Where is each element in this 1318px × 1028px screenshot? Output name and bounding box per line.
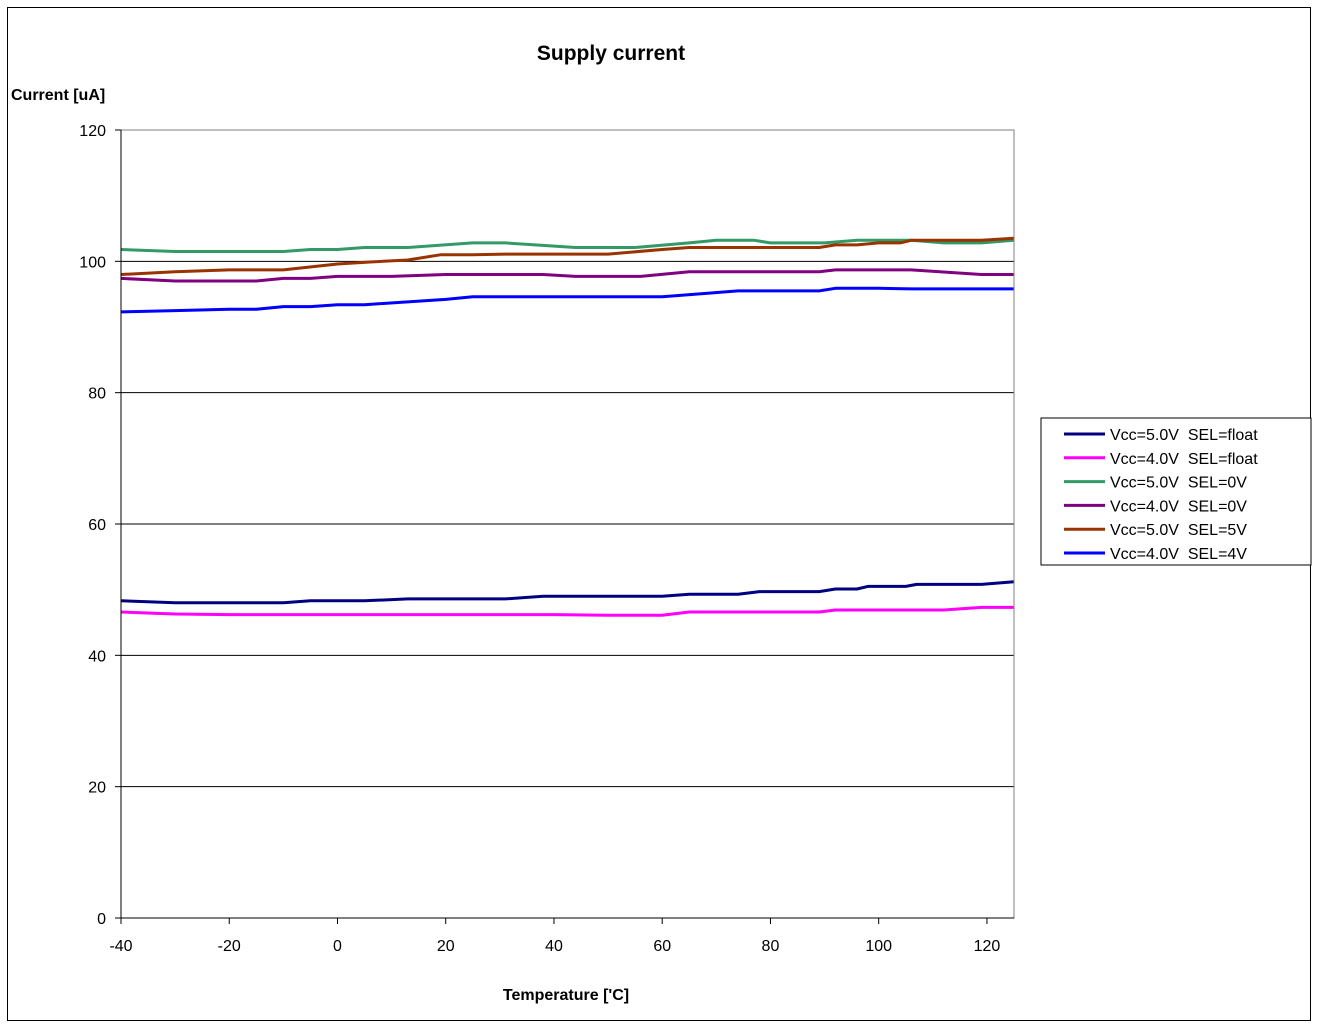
legend-label-2: Vcc=5.0V SEL=0V bbox=[1110, 475, 1247, 492]
series-line-1 bbox=[120, 605, 1014, 617]
series-line-2 bbox=[120, 238, 1015, 253]
tick-label-x-4: 40 bbox=[545, 938, 563, 955]
tick-label-y-4: 80 bbox=[88, 386, 106, 403]
tick-label-x-8: 120 bbox=[974, 938, 1001, 955]
legend-label-0: Vcc=5.0V SEL=float bbox=[1110, 427, 1258, 444]
tick-label-x-5: 60 bbox=[653, 938, 671, 955]
tick-label-y-1: 20 bbox=[88, 780, 106, 797]
tick-label-y-2: 40 bbox=[88, 648, 106, 665]
legend-label-4: Vcc=5.0V SEL=5V bbox=[1110, 522, 1247, 539]
x-axis-title: Temperature ['C] bbox=[503, 987, 629, 1004]
series-line-5 bbox=[120, 286, 1014, 314]
tick-label-x-6: 80 bbox=[762, 938, 780, 955]
legend-label-1: Vcc=4.0V SEL=float bbox=[1110, 451, 1258, 468]
tick-label-y-5: 100 bbox=[79, 254, 106, 271]
series-layer bbox=[120, 236, 1015, 617]
series-line-0 bbox=[120, 580, 1015, 605]
legend-label-3: Vcc=4.0V SEL=0V bbox=[1110, 498, 1247, 515]
axes: 0 20 40 60 80 100 120 -40 -20 0 20 40 60 80 100 120 bbox=[79, 123, 1014, 955]
tick-label-x-0: -40 bbox=[109, 938, 132, 955]
legend-label-5: Vcc=4.0V SEL=4V bbox=[1110, 546, 1247, 563]
y-axis-title: Current [uA] bbox=[11, 87, 105, 104]
legend: Vcc=5.0V SEL=float Vcc=4.0V SEL=float Vcc=… bbox=[1040, 417, 1312, 566]
tick-label-y-3: 60 bbox=[88, 517, 106, 534]
tick-label-y-6: 120 bbox=[79, 123, 106, 140]
tick-label-y-0: 0 bbox=[97, 911, 106, 928]
chart-title: Supply current bbox=[537, 42, 685, 65]
tick-label-x-1: -20 bbox=[218, 938, 241, 955]
series-line-3 bbox=[120, 268, 1014, 283]
tick-label-x-3: 20 bbox=[437, 938, 455, 955]
tick-label-x-2: 0 bbox=[333, 938, 342, 955]
gridlines bbox=[121, 260, 1014, 788]
tick-label-x-7: 100 bbox=[865, 938, 892, 955]
series-line-4 bbox=[120, 236, 1015, 276]
legend-box bbox=[1040, 417, 1312, 566]
